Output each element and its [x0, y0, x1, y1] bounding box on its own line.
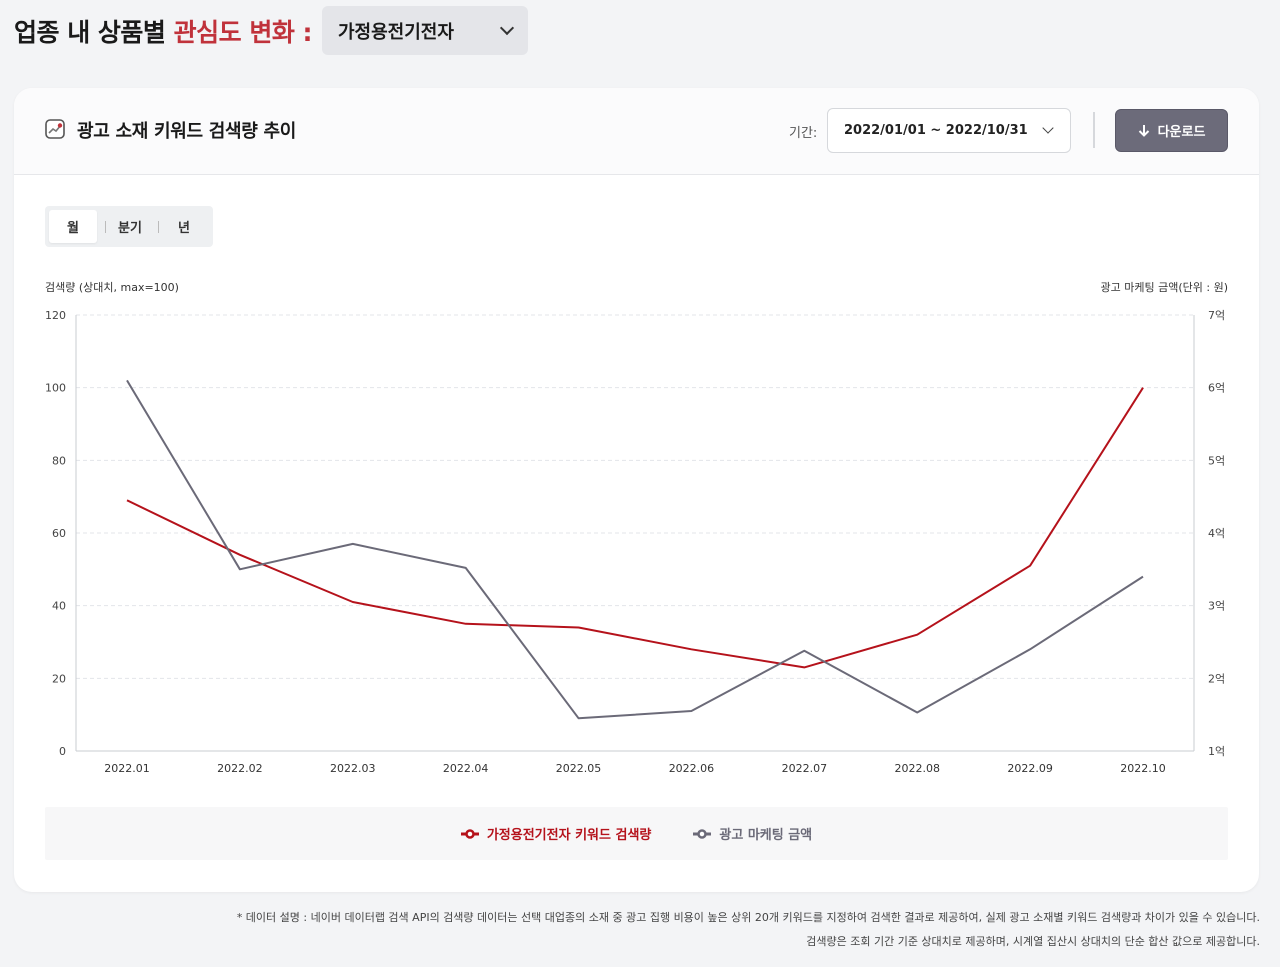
left-tick-label: 100 — [45, 382, 66, 395]
right-tick-label: 3억 — [1208, 600, 1225, 613]
arrow-down-icon — [1138, 125, 1149, 137]
right-tick-label: 7억 — [1208, 309, 1225, 322]
period-select[interactable]: 2022/01/01 ~ 2022/10/31 — [827, 108, 1071, 153]
x-tick-label: 2022.06 — [669, 762, 715, 775]
line-chart: 0 20 40 60 80 100 120 1억 2억 3억 4억 5억 6억 7억 2022.01 2022… — [45, 309, 1225, 775]
period-label: 기간: — [789, 126, 818, 141]
toggle-year[interactable]: 년 — [163, 210, 205, 243]
legend-marker-icon — [693, 828, 712, 839]
x-tick-label: 2022.04 — [443, 762, 489, 775]
left-tick-label: 120 — [45, 309, 66, 322]
x-tick-label: 2022.05 — [556, 762, 602, 775]
page-title-main: 업종 내 상품별 — [14, 18, 174, 47]
left-tick-label: 40 — [52, 600, 66, 613]
chart-card: 광고 소재 키워드 검색량 추이 기간: 2022/01/01 ~ 2022/1… — [14, 88, 1259, 892]
toggle-quarter[interactable]: 분기 — [107, 210, 153, 243]
period-select-value: 2022/01/01 ~ 2022/10/31 — [844, 123, 1028, 138]
chevron-down-icon — [499, 20, 515, 36]
x-tick-label: 2022.09 — [1007, 762, 1053, 775]
page-title-accent: 관심도 변화 : — [173, 18, 313, 47]
toggle-month[interactable]: 월 — [49, 210, 97, 243]
left-tick-label: 60 — [52, 527, 66, 540]
toggle-divider — [105, 221, 106, 233]
download-label: 다운로드 — [1157, 125, 1206, 140]
page-header: 업종 내 상품별 관심도 변화 : — [14, 6, 313, 56]
left-axis-title: 검색량 (상대치, max=100) — [45, 281, 179, 294]
legend-item-ad-spend[interactable]: 광고 마케팅 금액 — [693, 824, 812, 843]
footnote-line-1: * 데이터 설명 : 네이버 데이터랩 검색 API의 검색량 데이터는 선택 … — [236, 911, 1260, 924]
toggle-month-label: 월 — [67, 221, 79, 236]
x-tick-label: 2022.01 — [104, 762, 150, 775]
x-tick-label: 2022.03 — [330, 762, 376, 775]
left-tick-label: 20 — [52, 672, 66, 685]
period-toggle: 월 분기 년 — [45, 206, 213, 247]
footnote-line-2: 검색량은 조회 기간 기준 상대치로 제공하며, 시계열 집산시 상대치의 단순… — [806, 935, 1260, 948]
legend-label-search: 가정용전기전자 키워드 검색량 — [486, 828, 652, 843]
toggle-quarter-label: 분기 — [118, 221, 142, 236]
toggle-year-label: 년 — [178, 221, 190, 236]
chart-legend: 가정용전기전자 키워드 검색량 광고 마케팅 금액 — [45, 807, 1228, 860]
x-tick-label: 2022.08 — [894, 762, 940, 775]
left-tick-label: 0 — [59, 745, 66, 758]
left-tick-label: 80 — [52, 454, 66, 467]
download-button[interactable]: 다운로드 — [1115, 109, 1228, 152]
right-tick-label: 4억 — [1208, 527, 1225, 540]
right-axis-title: 광고 마케팅 금액(단위 : 원) — [1100, 281, 1228, 294]
card-header: 광고 소재 키워드 검색량 추이 기간: 2022/01/01 ~ 2022/1… — [14, 88, 1259, 175]
page-title: 업종 내 상품별 관심도 변화 : — [14, 13, 313, 49]
series-line-ad-spend — [126, 379, 1144, 720]
industry-select[interactable]: 가정용전기전자 — [322, 6, 528, 55]
x-tick-label: 2022.07 — [782, 762, 828, 775]
divider — [1093, 112, 1095, 148]
x-tick-label: 2022.10 — [1120, 762, 1166, 775]
card-title: 광고 소재 키워드 검색량 추이 — [77, 121, 296, 142]
series-line-search — [126, 387, 1144, 669]
line-chart-icon — [45, 119, 65, 139]
right-tick-label: 5억 — [1208, 454, 1225, 467]
right-tick-label: 2억 — [1208, 672, 1225, 685]
toggle-divider — [158, 221, 159, 233]
legend-label-ad-spend: 광고 마케팅 금액 — [719, 828, 813, 843]
industry-select-value: 가정용전기전자 — [338, 21, 454, 43]
legend-item-search[interactable]: 가정용전기전자 키워드 검색량 — [460, 824, 652, 843]
legend-marker-icon — [460, 828, 479, 839]
x-tick-label: 2022.02 — [217, 762, 263, 775]
right-tick-label: 6억 — [1208, 382, 1225, 395]
right-tick-label: 1억 — [1208, 745, 1225, 758]
